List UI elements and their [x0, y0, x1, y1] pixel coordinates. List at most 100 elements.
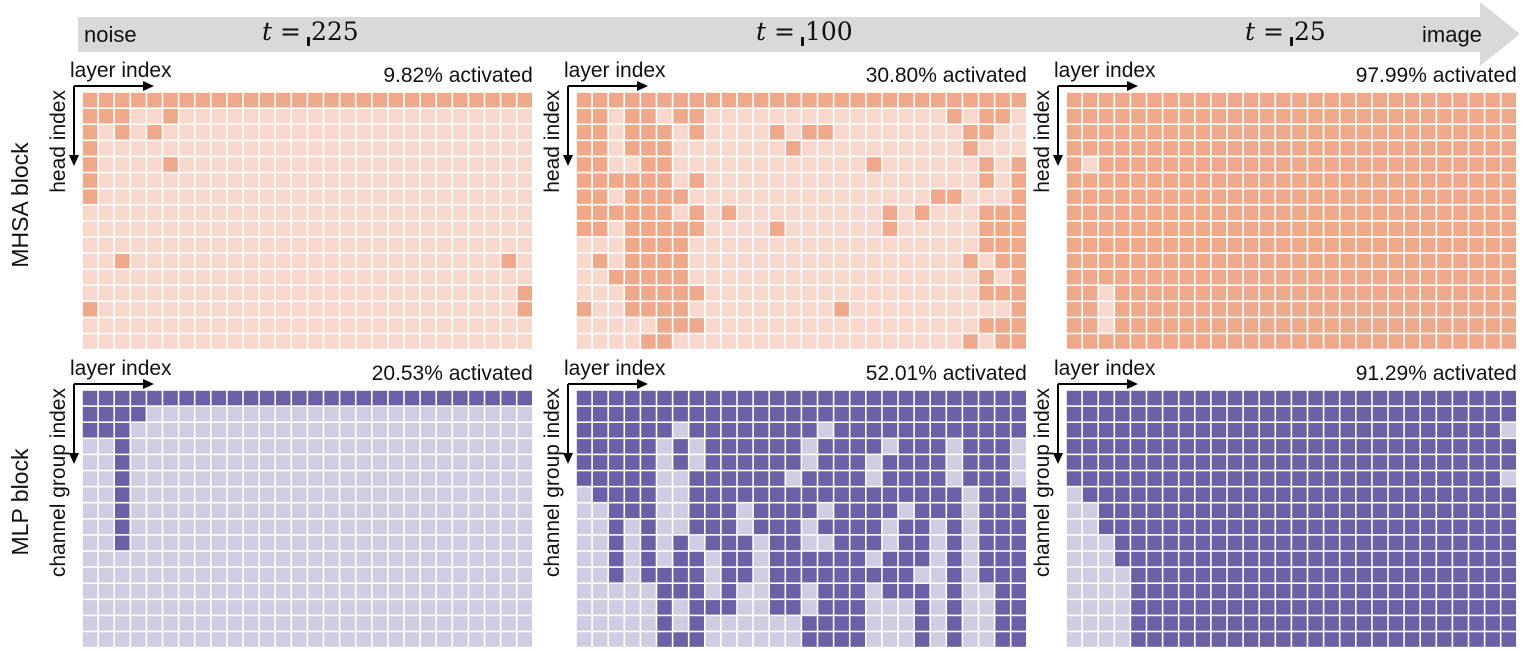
- arrowhead-right-icon: [637, 379, 648, 389]
- heatmap-cell: [82, 471, 98, 486]
- heatmap-cell: [657, 237, 672, 253]
- heatmap-cell: [1501, 92, 1516, 108]
- heatmap-cell: [1099, 318, 1114, 333]
- heatmap-cell: [1421, 390, 1436, 406]
- heatmap-cell: [437, 108, 452, 124]
- heatmap-cell: [1308, 173, 1323, 188]
- heatmap-cell: [1356, 173, 1372, 188]
- heatmap-cell: [292, 108, 307, 124]
- heatmap-cell: [1292, 108, 1307, 124]
- heatmap-cell: [517, 318, 532, 333]
- heatmap-cell: [1115, 302, 1130, 317]
- heatmap-cell: [882, 302, 898, 317]
- heatmap-cell: [131, 286, 146, 301]
- heatmap-cell: [914, 551, 930, 567]
- heatmap-cell: [501, 632, 516, 647]
- heatmap-cell: [131, 205, 146, 220]
- heatmap-cell: [770, 423, 785, 438]
- heatmap-cell: [947, 423, 962, 438]
- heatmap-cell: [1372, 423, 1388, 438]
- heatmap-cell: [1115, 269, 1130, 285]
- heatmap-cell: [1404, 318, 1420, 333]
- heatmap-cell: [882, 318, 898, 333]
- heatmap-cell: [1421, 519, 1436, 535]
- heatmap-cell: [995, 551, 1010, 567]
- heatmap-cell: [1276, 616, 1291, 631]
- heatmap-cell: [1372, 406, 1388, 422]
- heatmap-cell: [705, 141, 721, 156]
- heatmap-cell: [1453, 406, 1468, 422]
- heatmap-cell: [1276, 157, 1291, 172]
- heatmap-cell: [1356, 253, 1372, 269]
- heatmap-cell: [372, 503, 388, 518]
- heatmap-cell: [115, 616, 130, 631]
- heatmap-cell: [657, 108, 672, 124]
- heatmap-cell: [227, 221, 243, 237]
- heatmap-cell: [115, 455, 130, 470]
- heatmap-cell: [115, 406, 130, 422]
- heatmap-cell: [1404, 125, 1420, 140]
- heatmap-cell: [737, 92, 753, 108]
- heatmap-cell: [963, 616, 978, 631]
- heatmap-cell: [931, 302, 946, 317]
- heatmap-cell: [1388, 535, 1404, 551]
- heatmap-cell: [292, 503, 307, 518]
- heatmap-cell: [469, 334, 484, 349]
- heatmap-cell: [1163, 390, 1178, 406]
- heatmap-cell: [1131, 302, 1146, 317]
- heatmap-cell: [1260, 406, 1275, 422]
- heatmap-cell: [163, 108, 178, 124]
- heatmap-cell: [931, 253, 946, 269]
- heatmap-cell: [1260, 455, 1275, 470]
- heatmap-cell: [82, 600, 98, 615]
- heatmap-cell: [195, 237, 210, 253]
- heatmap-cell: [641, 487, 656, 502]
- heatmap-cell: [324, 423, 339, 438]
- heatmap-cell: [163, 205, 178, 220]
- heatmap-cell: [1131, 487, 1146, 502]
- heatmap-cell: [276, 189, 291, 204]
- heatmap-cell: [721, 406, 737, 422]
- heatmap-cell: [898, 286, 914, 301]
- heatmap-cell: [1469, 141, 1484, 156]
- heatmap-cell: [1276, 423, 1291, 438]
- heatmap-cell: [625, 519, 640, 535]
- heatmap-cell: [1227, 286, 1243, 301]
- heatmap-cell: [576, 519, 592, 535]
- heatmap-cell: [404, 616, 420, 631]
- heatmap-cell: [737, 519, 753, 535]
- heatmap-cell: [388, 269, 404, 285]
- heatmap-cell: [420, 439, 436, 454]
- heatmap-cell: [276, 286, 291, 301]
- heatmap-cell: [625, 584, 640, 599]
- heatmap-cell: [963, 439, 978, 454]
- heatmap-cell: [592, 334, 608, 349]
- heatmap-cell: [243, 269, 259, 285]
- heatmap-cell: [576, 92, 592, 108]
- heatmap-cell: [1131, 221, 1146, 237]
- heatmap-cell: [1243, 584, 1259, 599]
- heatmap-cell: [179, 157, 194, 172]
- heatmap-cell: [1469, 334, 1484, 349]
- heatmap-cell: [1437, 455, 1452, 470]
- heatmap-cell: [501, 439, 516, 454]
- heatmap-cell: [292, 439, 307, 454]
- heatmap-cell: [1243, 334, 1259, 349]
- heatmap-cell: [1260, 632, 1275, 647]
- heatmap-cell: [1260, 567, 1275, 583]
- heatmap-cell: [1292, 551, 1307, 567]
- heatmap-cell: [147, 92, 162, 108]
- heatmap-cell: [453, 406, 468, 422]
- heatmap-cell: [786, 600, 801, 615]
- heatmap-cell: [453, 302, 468, 317]
- heatmap-cell: [501, 237, 516, 253]
- heatmap-cell: [770, 455, 785, 470]
- heatmap-cell: [914, 632, 930, 647]
- heatmap-cell: [1421, 237, 1436, 253]
- heatmap-cell: [979, 286, 994, 301]
- heatmap-cell: [1437, 567, 1452, 583]
- channel-group-index-label: channel group index: [541, 388, 564, 578]
- heatmap-cell: [163, 286, 178, 301]
- heatmap-cell: [947, 173, 962, 188]
- heatmap-cell: [469, 439, 484, 454]
